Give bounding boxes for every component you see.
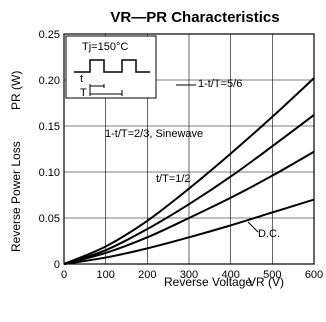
series-line-2 (63, 150, 315, 265)
y-tick-label: 0.25 (39, 29, 60, 41)
series-label: 1-t/T=2/3, Sinewave (105, 128, 203, 140)
annotations: 1-t/T=5/6 1-t/T=2/3, Sinewave t/T=1/2 D.… (105, 78, 280, 240)
inset-label: Tj=150°C (82, 41, 128, 53)
x-tick-label: 500 (263, 269, 281, 281)
inset-t-label: t (80, 73, 83, 85)
inset: Tj=150°C t T (65, 35, 157, 99)
series-label: 1-t/T=5/6 (198, 78, 242, 90)
series-label: t/T=1/2 (156, 173, 191, 185)
plot-frame (63, 33, 315, 265)
inset-box (65, 35, 157, 99)
inset-pulse (74, 59, 150, 73)
ticks: 0 100 200 300 400 500 600 0 0.05 0.10 0.15 0.20 0.25 (39, 29, 324, 281)
x-tick-label: 300 (180, 269, 198, 281)
y-tick-label: 0.05 (39, 213, 60, 225)
y-tick-label: 0.10 (39, 167, 60, 179)
y-axis-label: Reverse Power Loss (9, 141, 23, 252)
y-tick-label: 0.15 (39, 121, 60, 133)
y-tick-label: 0 (54, 259, 60, 271)
series-line-3 (63, 198, 315, 265)
inset-T-label: T (80, 87, 87, 99)
x-tick-label: 0 (61, 269, 67, 281)
y-tick-label: 0.20 (39, 75, 60, 87)
series (63, 77, 315, 265)
chart-title: VR—PR Characteristics (110, 9, 279, 26)
x-axis-label: Reverse Voltage (164, 275, 252, 289)
leader-line (247, 221, 259, 233)
x-axis-symbol: VR (V) (248, 275, 284, 289)
series-line-1 (63, 114, 315, 265)
series-label: D.C. (258, 228, 280, 240)
y-axis-symbol: PR (W) (9, 71, 23, 110)
x-tick-label: 400 (221, 269, 239, 281)
x-tick-label: 100 (96, 269, 114, 281)
series-line-0 (63, 77, 315, 265)
x-tick-label: 200 (138, 269, 156, 281)
x-tick-label: 600 (305, 269, 323, 281)
